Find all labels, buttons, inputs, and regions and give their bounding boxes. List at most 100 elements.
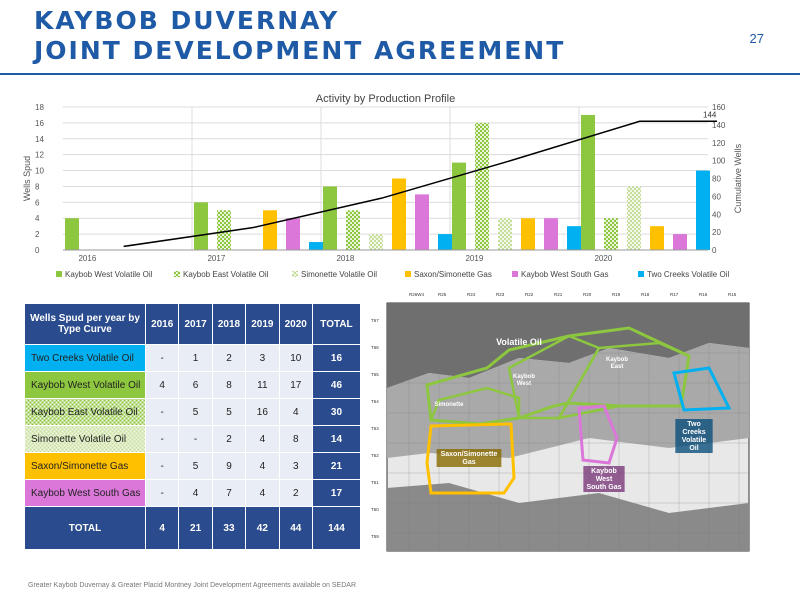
wells-spud-table: Wells Spud per year by Type Curve 2016 20… — [24, 303, 362, 550]
row-total: 14 — [311, 425, 362, 453]
legend-label: Simonette Volatile Oil — [301, 270, 377, 279]
y2-tick-label: 0 — [712, 246, 717, 255]
table-row: Saxon/Simonette Gas -5 9 4 3 21 — [24, 452, 362, 480]
bar — [65, 218, 79, 250]
legend-swatch — [174, 271, 180, 277]
table-cell: 4 — [144, 371, 180, 399]
township-label: T61 — [371, 480, 379, 485]
y-tick-label: 8 — [35, 182, 40, 191]
legend-label: Saxon/Simonette Gas — [414, 270, 492, 279]
bar — [567, 226, 581, 250]
table-row: Kaybob East Volatile Oil -5 5 16 4 30 — [24, 398, 362, 426]
bar — [650, 226, 664, 250]
y-tick-label: 6 — [35, 198, 40, 207]
x-tick-label: 2020 — [594, 254, 612, 263]
row-total: 46 — [311, 371, 362, 399]
township-label: T59 — [371, 534, 379, 539]
terrain-dark-south — [387, 483, 749, 551]
table-cell: 2 — [278, 479, 313, 507]
footnote: Greater Kaybob Duvernay & Greater Placid… — [28, 582, 357, 589]
footer-cell: 33 — [211, 506, 247, 550]
area-label-line: Kaybob — [606, 357, 628, 363]
area-label-bg — [675, 419, 713, 453]
bar — [194, 202, 208, 250]
township-label: T60 — [371, 507, 379, 512]
table-row: Kaybob West South Gas -4 7 4 2 17 — [24, 479, 362, 507]
x-tick-label: 2018 — [336, 254, 354, 263]
table-cell: 16 — [245, 398, 280, 426]
legend-label: Kaybob West South Gas — [521, 270, 608, 279]
area-label-line: East — [611, 364, 624, 370]
area-label-line: Creeks — [682, 429, 705, 436]
table-row: Kaybob West Volatile Oil 4 6 8 11 17 46 — [24, 371, 362, 399]
legend-swatch — [292, 271, 298, 277]
table-cell: 17 — [278, 371, 313, 399]
bar — [544, 218, 558, 250]
table-cell: 5 — [211, 398, 247, 426]
bar — [369, 234, 383, 250]
area-label-line: Two — [687, 421, 700, 428]
area-label-line: Volatile Oil — [496, 337, 542, 347]
area-label-line: West — [517, 381, 531, 387]
row-name: Saxon/Simonette Gas — [24, 452, 146, 480]
cumulative-line — [123, 120, 718, 248]
area-label-line: Kaybob — [513, 374, 535, 380]
y-tick-label: 10 — [35, 167, 44, 176]
range-label: R17 — [670, 292, 679, 297]
footer-cell: 4 — [144, 506, 180, 550]
kaybob-east-outline — [556, 341, 691, 420]
table-cell: 4 — [278, 398, 313, 426]
page-title: KAYBOB DUVERNAY JOINT DEVELOPMENT AGREEM… — [34, 6, 565, 66]
township-label: T67 — [371, 318, 379, 323]
x-tick-label: 2016 — [78, 254, 96, 263]
range-label: R20 — [583, 292, 592, 297]
table-cell: 1 — [178, 344, 213, 372]
row-total: 16 — [311, 344, 362, 372]
legend-swatch — [405, 271, 411, 277]
table-cell: 9 — [211, 452, 247, 480]
area-label-line: Simonette — [434, 402, 464, 408]
township-label: T66 — [371, 345, 379, 350]
table-cell: - — [178, 425, 213, 453]
table-cell: 3 — [278, 452, 313, 480]
table-cell: 4 — [245, 452, 280, 480]
table-column-header: 2019 — [245, 303, 280, 345]
row-name: Simonette Volatile Oil — [24, 425, 146, 453]
legend-label: Two Creeks Volatile Oil — [647, 270, 729, 279]
table-cell: 7 — [211, 479, 247, 507]
footer-cell: 42 — [245, 506, 280, 550]
bar — [475, 122, 489, 250]
area-map: R26W4 R25 R24 R23 R22 R21 R20 R19 R18 R17 R16 R15 T6… — [371, 292, 750, 552]
bar — [263, 210, 277, 250]
legend-swatch — [512, 271, 518, 277]
cumulative-line-label: 144 — [703, 110, 717, 119]
range-label: R21 — [554, 292, 563, 297]
x-tick-label: 2019 — [465, 254, 483, 263]
title-line-1: KAYBOB DUVERNAY — [34, 6, 340, 35]
x-tick-label: 2017 — [207, 254, 225, 263]
township-label: T63 — [371, 426, 379, 431]
title-line-2: JOINT DEVELOPMENT AGREEMENT — [34, 36, 566, 65]
township-label: T65 — [371, 372, 379, 377]
y-tick-label: 2 — [35, 230, 40, 239]
range-label: R25 — [438, 292, 447, 297]
title-divider — [0, 73, 800, 75]
bar — [346, 210, 360, 250]
table-column-header: 2020 — [278, 303, 313, 345]
footer-cell: 21 — [178, 506, 213, 550]
range-label: R18 — [641, 292, 650, 297]
terrain-dark-north — [387, 303, 749, 388]
row-name: Kaybob West South Gas — [24, 479, 146, 507]
table-cell: - — [144, 344, 180, 372]
bar — [309, 242, 323, 250]
area-label-line: West — [596, 476, 613, 483]
table-cell: 5 — [178, 452, 213, 480]
bar — [323, 186, 337, 250]
range-label: R15 — [728, 292, 737, 297]
range-label: R19 — [612, 292, 621, 297]
y2-axis-title: Cumulative Wells — [733, 143, 743, 213]
row-name: Kaybob East Volatile Oil — [24, 398, 146, 426]
area-label: Volatile Oil — [496, 337, 542, 347]
table-header-name: Wells Spud per year by Type Curve — [24, 303, 146, 345]
y2-tick-label: 140 — [712, 121, 726, 130]
